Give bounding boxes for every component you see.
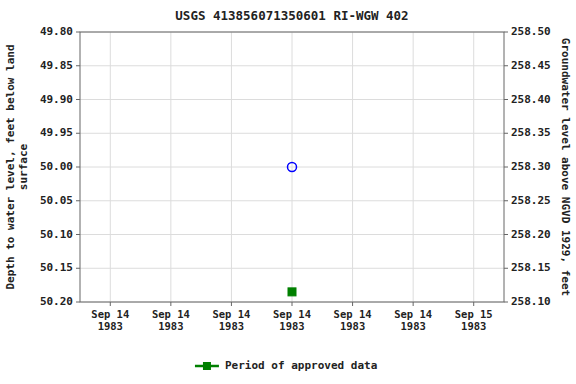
y-tick-label: 50.05 — [40, 194, 73, 207]
tick-mark — [504, 302, 508, 303]
text-line: 1983 — [400, 320, 425, 332]
y2-tick-label: 258.40 — [511, 93, 551, 106]
text-line: Sep 14 — [152, 308, 190, 320]
grid-line — [231, 32, 232, 302]
x-tick-label: Sep 141983 — [334, 308, 372, 332]
grid-line — [292, 32, 293, 302]
axes: 49.80 49.85 49.90 49.95 50.00 50.05 50.10 50.15… — [40, 25, 551, 332]
x-tick-label: Sep 141983 — [394, 308, 432, 332]
grid-line — [110, 32, 111, 302]
y2-tick-label: 258.50 — [511, 25, 551, 38]
text-line: Sep 14 — [212, 308, 250, 320]
grid — [80, 32, 504, 302]
tick-mark — [413, 302, 414, 306]
x-tick-label: Sep 141983 — [273, 308, 311, 332]
y2-tick-label: 258.25 — [511, 194, 551, 207]
tick-mark — [76, 65, 80, 66]
text-line: 1983 — [219, 320, 244, 332]
tick-mark — [473, 302, 474, 306]
y-tick-label: 50.15 — [40, 261, 73, 274]
y-tick-label: 49.95 — [40, 126, 73, 139]
tick-mark — [76, 234, 80, 235]
y-tick-label: 50.20 — [40, 295, 73, 308]
point — [288, 163, 297, 172]
tick-mark — [76, 302, 80, 303]
tick-mark — [76, 99, 80, 100]
chart: 49.80 49.85 49.90 49.95 50.00 50.05 50.10 50.15… — [0, 0, 576, 384]
grid-line — [473, 32, 474, 302]
tick-mark — [504, 65, 508, 66]
text-line: Depth to water level, feet below land — [4, 44, 17, 289]
text-line: Sep 14 — [91, 308, 129, 320]
text-line: 1983 — [340, 320, 365, 332]
y-tick-label: 49.85 — [40, 59, 73, 72]
y-tick-label: 49.80 — [40, 25, 73, 38]
grid-line — [170, 32, 171, 302]
tick-mark — [110, 302, 111, 306]
y2-tick-label: 258.35 — [511, 126, 551, 139]
tick-mark — [292, 302, 293, 306]
tick-mark — [504, 234, 508, 235]
text-line: 1983 — [461, 320, 486, 332]
y-tick-label: 50.10 — [40, 228, 73, 241]
y2-tick-label: 258.15 — [511, 261, 551, 274]
y-tick-label: 50.00 — [40, 160, 73, 173]
x-tick-label: Sep 141983 — [212, 308, 250, 332]
tick-mark — [231, 302, 232, 306]
plot-frame — [80, 32, 504, 302]
tick-mark — [504, 167, 508, 168]
y-axis-label: Depth to water level, feet below landsur… — [4, 44, 30, 289]
text-line: 1983 — [98, 320, 123, 332]
y2-tick-label: 258.10 — [511, 295, 551, 308]
point — [288, 288, 296, 296]
tick-mark — [76, 200, 80, 201]
x-tick-label: Sep 151983 — [455, 308, 493, 332]
tick-mark — [504, 99, 508, 100]
grid-line — [413, 32, 414, 302]
legend: Period of approved data — [195, 359, 377, 372]
x-tick-label: Sep 141983 — [152, 308, 190, 332]
background — [0, 0, 576, 384]
text-line: 1983 — [279, 320, 304, 332]
text-line: surface — [17, 143, 30, 190]
text-line: Sep 14 — [334, 308, 372, 320]
y2-tick-label: 258.45 — [511, 59, 551, 72]
text-line: Sep 15 — [455, 308, 493, 320]
tick-mark — [504, 32, 508, 33]
x-tick-label: Sep 141983 — [91, 308, 129, 332]
tick-mark — [76, 268, 80, 269]
marks — [288, 163, 297, 296]
text-line: 1983 — [158, 320, 183, 332]
y2-tick-label: 258.30 — [511, 160, 551, 173]
tick-mark — [504, 268, 508, 269]
y2-axis-label: Groundwater level above NGVD 1929, feet — [559, 38, 572, 296]
tick-mark — [76, 167, 80, 168]
title: USGS 413856071350601 RI-WGW 402 — [175, 8, 408, 23]
tick-mark — [170, 302, 171, 306]
tick-mark — [504, 133, 508, 134]
text-line: Sep 14 — [394, 308, 432, 320]
legend-label: Period of approved data — [225, 359, 377, 372]
legend-marker — [203, 362, 211, 370]
y-tick-label: 49.90 — [40, 93, 73, 106]
tick-mark — [76, 32, 80, 33]
tick-mark — [76, 133, 80, 134]
y2-tick-label: 258.20 — [511, 228, 551, 241]
tick-mark — [504, 200, 508, 201]
grid-line — [352, 32, 353, 302]
text-line: Sep 14 — [273, 308, 311, 320]
tick-mark — [352, 302, 353, 306]
